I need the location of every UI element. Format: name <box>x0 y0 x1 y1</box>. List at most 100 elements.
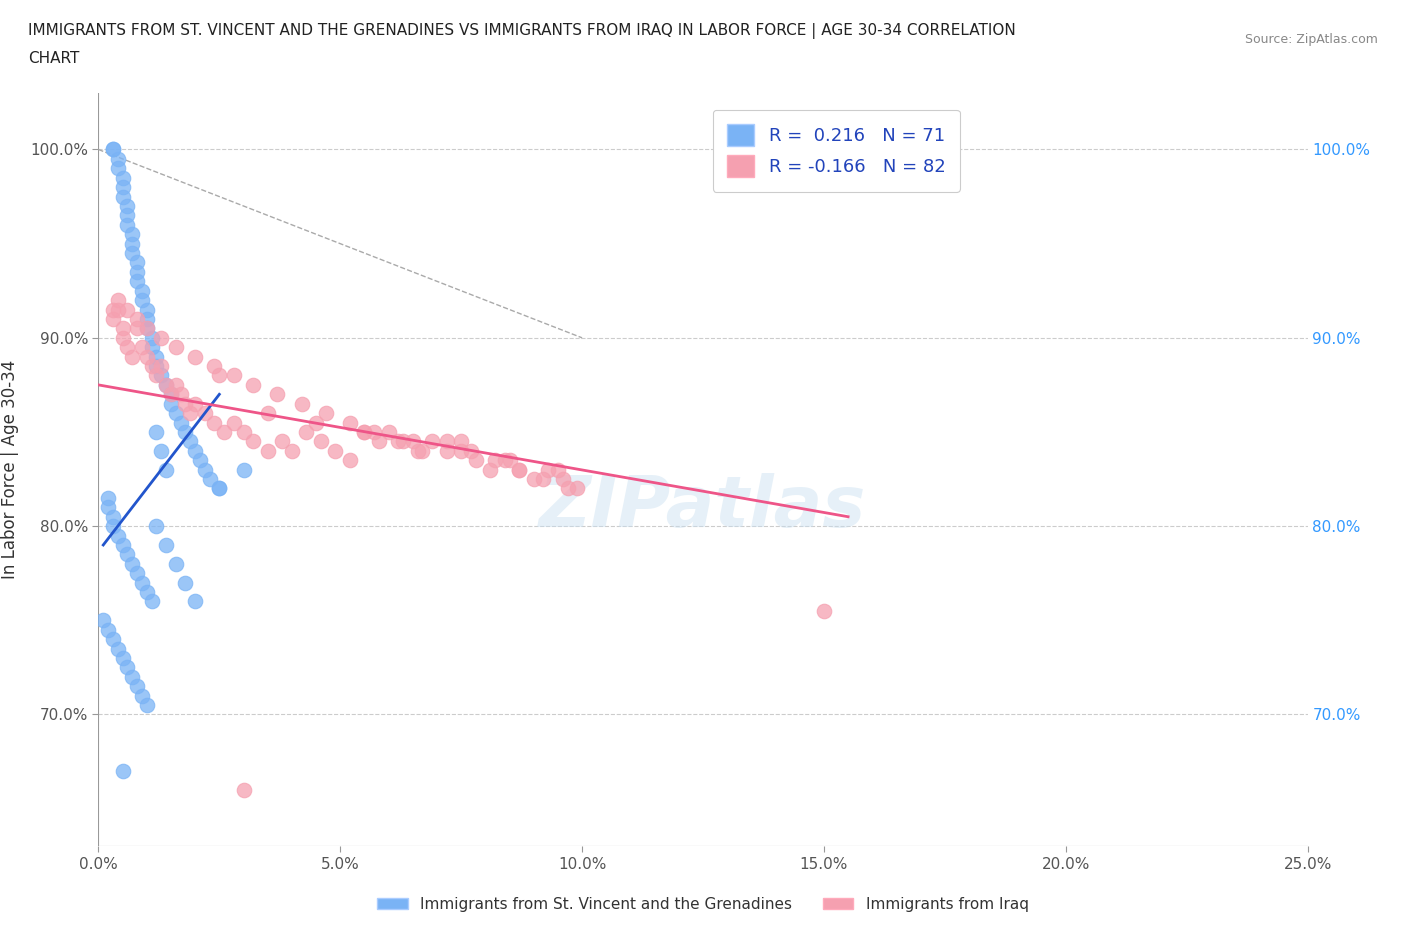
Point <box>339 453 361 468</box>
Point <box>111 764 134 778</box>
Point <box>111 170 134 185</box>
Point <box>169 415 191 430</box>
Point <box>111 189 134 204</box>
Point <box>392 434 415 449</box>
Point <box>131 575 153 591</box>
Point <box>127 273 149 288</box>
Point <box>353 424 375 440</box>
Point <box>368 434 391 449</box>
Point <box>117 218 139 232</box>
Point <box>402 434 425 449</box>
Point <box>184 396 207 411</box>
Point <box>101 631 124 646</box>
Point <box>135 585 157 600</box>
Point <box>531 472 554 486</box>
Point <box>232 462 254 477</box>
Point <box>131 284 153 299</box>
Point <box>208 481 231 496</box>
Point <box>107 528 129 543</box>
Point <box>567 481 589 496</box>
Point <box>184 594 207 609</box>
Point <box>135 302 157 317</box>
Point <box>436 444 458 458</box>
Point <box>145 368 167 383</box>
Point <box>150 359 173 374</box>
Point <box>97 490 120 505</box>
Point <box>420 434 443 449</box>
Point <box>97 622 120 637</box>
Point <box>131 339 153 354</box>
Point <box>387 434 409 449</box>
Point <box>204 359 226 374</box>
Point <box>169 387 191 402</box>
Point <box>121 556 143 571</box>
Point <box>101 312 124 326</box>
Point <box>281 444 304 458</box>
Legend: Immigrants from St. Vincent and the Grenadines, Immigrants from Iraq: Immigrants from St. Vincent and the Gren… <box>371 891 1035 918</box>
Point <box>339 415 361 430</box>
Point <box>436 434 458 449</box>
Point <box>165 405 187 420</box>
Point <box>111 179 134 194</box>
Point <box>232 782 254 797</box>
Point <box>117 339 139 354</box>
Point <box>557 481 579 496</box>
Point <box>242 434 264 449</box>
Y-axis label: In Labor Force | Age 30-34: In Labor Force | Age 30-34 <box>1 360 18 579</box>
Point <box>498 453 520 468</box>
Point <box>212 424 235 440</box>
Point <box>150 368 173 383</box>
Point <box>411 444 433 458</box>
Point <box>266 387 288 402</box>
Point <box>121 349 143 364</box>
Point <box>141 330 163 345</box>
Point <box>101 510 124 525</box>
Point <box>165 556 187 571</box>
Point <box>127 264 149 279</box>
Point <box>127 321 149 336</box>
Point <box>537 462 560 477</box>
Point <box>121 236 143 251</box>
Point <box>117 302 139 317</box>
Point <box>117 547 139 562</box>
Point <box>145 424 167 440</box>
Point <box>121 670 143 684</box>
Point <box>155 462 177 477</box>
Point <box>309 434 332 449</box>
Point <box>107 161 129 176</box>
Point <box>165 378 187 392</box>
Text: Source: ZipAtlas.com: Source: ZipAtlas.com <box>1244 33 1378 46</box>
Point <box>117 208 139 223</box>
Point <box>174 575 197 591</box>
Point <box>145 519 167 534</box>
Text: CHART: CHART <box>28 51 80 66</box>
Point <box>194 462 217 477</box>
Point <box>101 302 124 317</box>
Point <box>464 453 486 468</box>
Point <box>155 378 177 392</box>
Point <box>256 444 278 458</box>
Point <box>232 424 254 440</box>
Point <box>101 519 124 534</box>
Point <box>127 679 149 694</box>
Point <box>508 462 530 477</box>
Point <box>127 312 149 326</box>
Point <box>107 152 129 166</box>
Point <box>160 396 183 411</box>
Point <box>271 434 294 449</box>
Point <box>131 293 153 308</box>
Point <box>145 349 167 364</box>
Point <box>107 302 129 317</box>
Point <box>242 378 264 392</box>
Point <box>222 415 245 430</box>
Point <box>135 321 157 336</box>
Point <box>377 424 399 440</box>
Point <box>188 453 211 468</box>
Point <box>194 405 217 420</box>
Point <box>174 396 197 411</box>
Point <box>290 396 312 411</box>
Point <box>208 368 231 383</box>
Point <box>179 405 201 420</box>
Point <box>353 424 375 440</box>
Point <box>97 499 120 514</box>
